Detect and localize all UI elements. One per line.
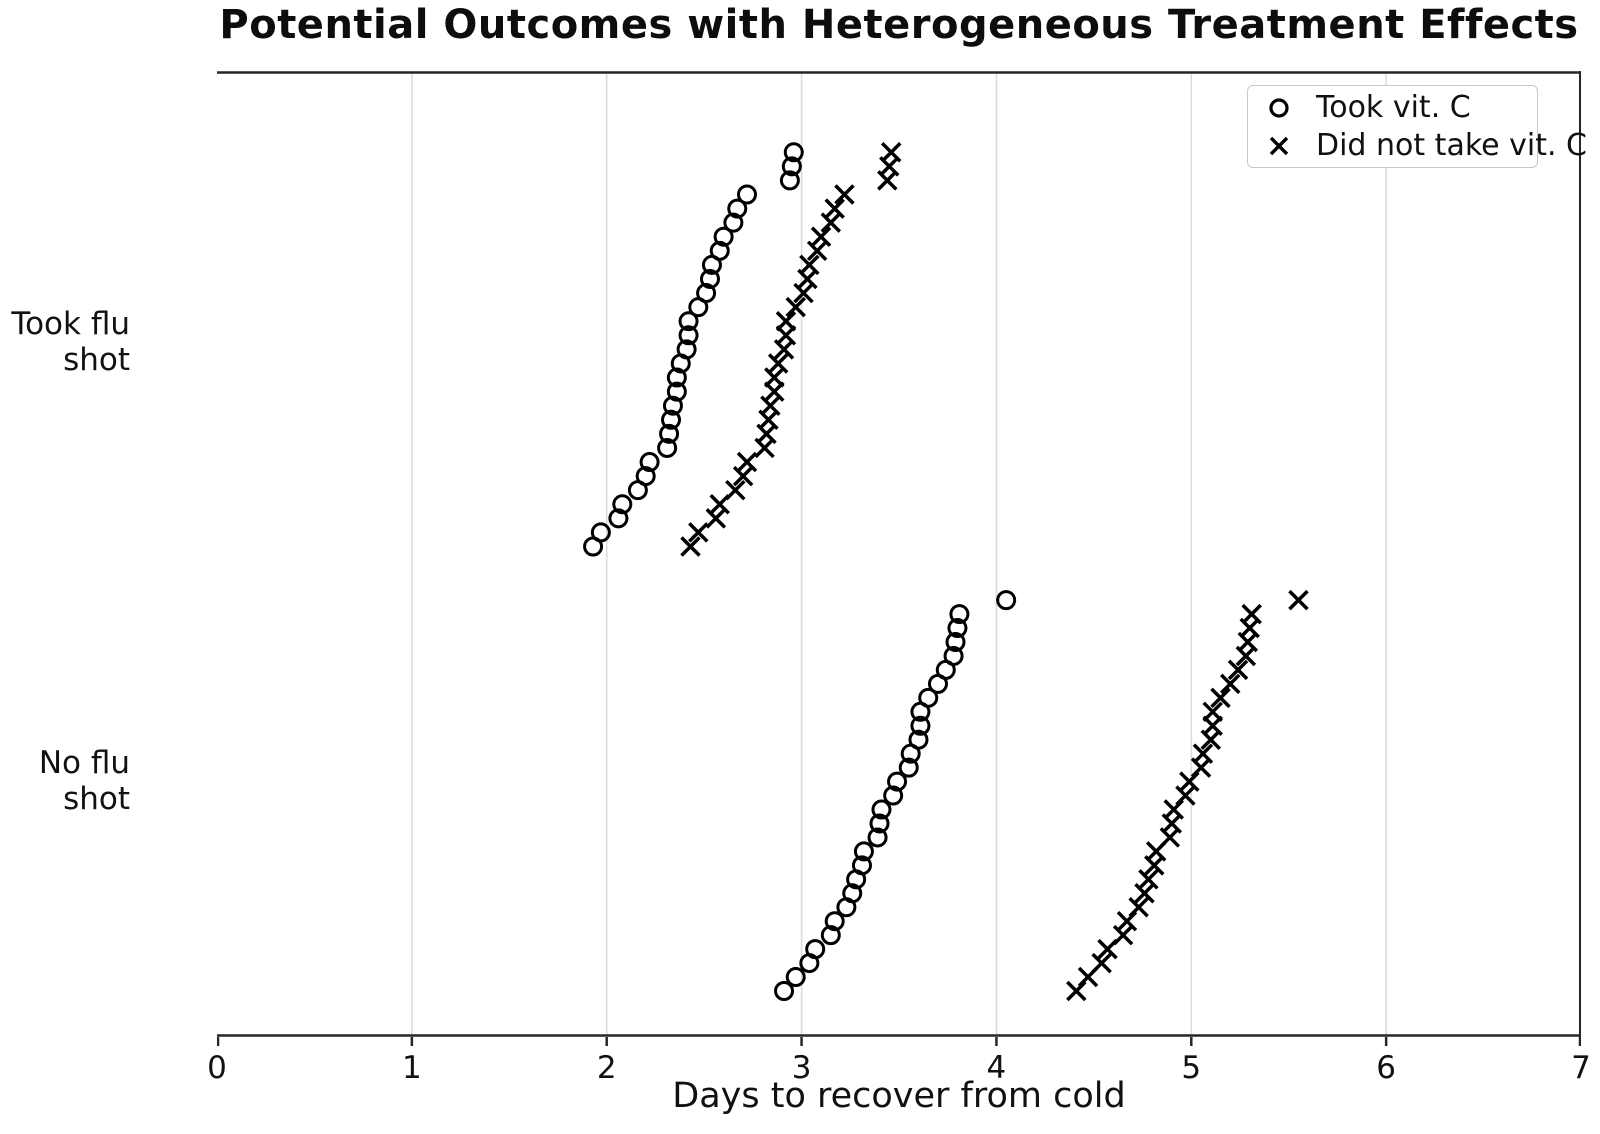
data-point-circle bbox=[590, 522, 611, 543]
legend-label: Did not take vit. C bbox=[1316, 128, 1587, 163]
ytick-no-flu-shot: No flu shot bbox=[0, 745, 130, 817]
data-point-circle bbox=[774, 981, 795, 1001]
data-point-x bbox=[1091, 952, 1112, 974]
data-point-circle bbox=[676, 339, 697, 360]
legend: Took vit. C Did not take vit. C bbox=[1247, 85, 1587, 168]
ytick-line: shot bbox=[63, 342, 130, 378]
data-point-x bbox=[1220, 673, 1241, 695]
x-tick-label: 6 bbox=[1376, 1050, 1396, 1086]
x-tick-label: 0 bbox=[207, 1050, 227, 1086]
data-point-circle bbox=[639, 452, 660, 473]
data-point-circle bbox=[678, 311, 699, 332]
data-point-x bbox=[824, 198, 845, 219]
data-point-circle bbox=[666, 381, 687, 402]
x-tick-label: 4 bbox=[986, 1050, 1007, 1086]
data-point-x bbox=[834, 184, 855, 205]
data-point-x bbox=[1128, 897, 1149, 918]
x-tick-label: 3 bbox=[791, 1050, 812, 1086]
data-point-circle bbox=[635, 466, 656, 487]
data-point-x bbox=[1227, 659, 1249, 681]
legend-entry-took-vitc: Took vit. C bbox=[1264, 90, 1537, 126]
x-tick-label: 5 bbox=[1181, 1050, 1202, 1086]
data-point-circle bbox=[918, 687, 939, 708]
x-tick-label: 2 bbox=[596, 1050, 617, 1086]
legend-entry-no-vitc: Did not take vit. C bbox=[1264, 128, 1587, 164]
data-point-circle bbox=[853, 841, 874, 862]
data-point-circle bbox=[945, 632, 966, 652]
data-point-x bbox=[725, 479, 746, 501]
data-point-x bbox=[785, 296, 806, 318]
data-point-circle bbox=[737, 184, 758, 205]
data-point-circle bbox=[666, 367, 687, 388]
data-point-circle bbox=[727, 198, 748, 219]
data-point-circle bbox=[696, 283, 717, 304]
x-marker-icon bbox=[1264, 133, 1294, 159]
data-point-circle bbox=[842, 883, 863, 904]
plot-area bbox=[217, 71, 1581, 1046]
data-point-circle bbox=[996, 590, 1017, 611]
data-point-x bbox=[1112, 924, 1134, 946]
data-point-circle bbox=[699, 268, 720, 289]
data-point-circle bbox=[908, 729, 929, 750]
circle-marker-icon bbox=[1264, 95, 1294, 121]
data-point-circle bbox=[805, 939, 826, 960]
data-point-circle bbox=[785, 967, 806, 988]
data-point-circle bbox=[947, 618, 968, 639]
data-point-x bbox=[1202, 701, 1223, 723]
x-axis-title: Days to recover from cold bbox=[672, 1076, 1126, 1116]
data-point-x bbox=[680, 536, 701, 557]
ytick-took-flu-shot: Took flu shot bbox=[0, 306, 130, 378]
data-point-circle bbox=[723, 212, 744, 233]
data-point-circle bbox=[709, 240, 730, 261]
data-point-circle bbox=[678, 325, 699, 346]
data-point-circle bbox=[781, 156, 802, 177]
data-point-x bbox=[775, 310, 797, 332]
data-point-circle bbox=[779, 170, 800, 191]
data-point-circle bbox=[869, 813, 890, 834]
data-point-circle bbox=[824, 911, 845, 932]
data-point-x bbox=[1192, 743, 1214, 764]
data-point-x bbox=[1138, 869, 1159, 890]
data-point-circle bbox=[867, 827, 888, 848]
data-point-x bbox=[767, 353, 789, 374]
x-tick-label: 7 bbox=[1571, 1050, 1591, 1086]
data-point-circle bbox=[910, 715, 931, 736]
data-point-x bbox=[1241, 603, 1262, 625]
data-point-circle bbox=[820, 925, 841, 946]
data-point-circle bbox=[661, 409, 682, 430]
legend-label: Took vit. C bbox=[1316, 90, 1471, 125]
data-point-x bbox=[1288, 589, 1309, 611]
data-point-circle bbox=[898, 757, 919, 778]
x-tick-label: 1 bbox=[401, 1050, 422, 1086]
ytick-line: Took flu bbox=[11, 306, 130, 342]
data-point-x bbox=[810, 226, 832, 247]
data-point-circle bbox=[662, 395, 683, 416]
data-point-x bbox=[880, 142, 902, 163]
data-point-circle bbox=[659, 423, 680, 444]
chart-title: Potential Outcomes with Heterogeneous Tr… bbox=[219, 2, 1579, 48]
data-point-x bbox=[1210, 687, 1231, 709]
data-point-x bbox=[799, 254, 820, 276]
data-point-circle bbox=[887, 771, 908, 792]
ytick-line: shot bbox=[63, 781, 130, 817]
data-point-circle bbox=[608, 508, 629, 529]
data-point-x bbox=[688, 522, 709, 543]
data-point-circle bbox=[783, 142, 804, 163]
data-point-circle bbox=[949, 604, 970, 625]
data-point-circle bbox=[657, 437, 678, 458]
data-point-circle bbox=[713, 226, 734, 247]
data-point-x bbox=[736, 451, 758, 473]
data-point-circle bbox=[943, 645, 964, 666]
ytick-line: No flu bbox=[38, 745, 130, 781]
data-point-circle bbox=[871, 799, 892, 820]
data-point-circle bbox=[883, 785, 904, 806]
data-point-circle bbox=[612, 494, 633, 515]
data-point-circle bbox=[851, 855, 872, 876]
